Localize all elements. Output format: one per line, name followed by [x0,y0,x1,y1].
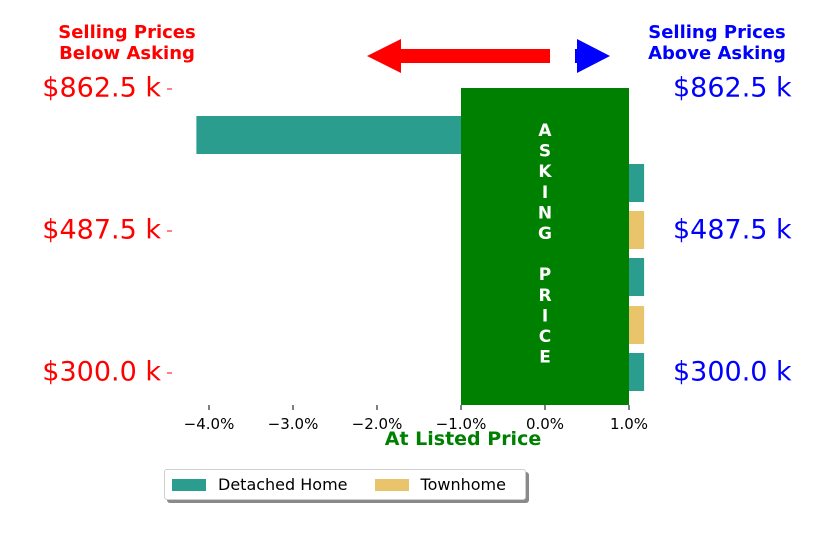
band-letter-2: K [538,162,552,182]
y-tick-label-left-1: $487.5 k [42,215,161,246]
x-tick-label-1: −3.0% [268,415,319,433]
y-tick-label-right-1: $487.5 k [673,215,792,246]
legend-swatch-detached [172,478,206,491]
legend-label-detached: Detached Home [218,475,348,494]
band-letter-3: I [542,183,548,203]
left-arrow-icon [367,39,550,73]
legend-swatch-townhome [374,478,409,491]
band-letter-0: A [538,121,552,141]
y-tick-label-left-0: $862.5 k [42,73,161,104]
x-tick-label-5: 1.0% [610,415,648,433]
y-tick-label-left-2: $300.0 k [42,357,161,388]
legend-item-townhome: Townhome [368,475,506,494]
x-tick-label-0: −4.0% [184,415,235,433]
band-letter-8: R [538,286,551,306]
y-tick-label-right-0: $862.5 k [673,73,792,104]
band-letter-11: E [539,348,551,368]
x-axis-label: At Listed Price [385,428,541,450]
header-left-line-0: Selling Prices [58,22,195,43]
header-left-line-1: Below Asking [59,43,195,64]
x-tick-label-4: 0.0% [526,415,564,433]
band-letter-4: N [538,203,552,223]
legend-item-detached: Detached Home [165,475,348,494]
asking-price-band [461,88,629,405]
band-letter-10: C [539,327,551,347]
band-letter-9: I [542,306,548,326]
header-right-line-1: Above Asking [648,43,786,64]
band-letter-7: P [539,265,551,285]
y-tick-label-right-2: $300.0 k [673,357,792,388]
x-tick-label-3: −1.0% [436,415,487,433]
asking-band-layer [461,88,629,405]
x-tick-label-2: −2.0% [352,415,403,433]
legend-label-townhome: Townhome [420,475,506,494]
band-letter-1: S [539,142,551,162]
header-right-line-0: Selling Prices [648,22,785,43]
right-arrow-icon [575,39,610,73]
legend: Detached Home Townhome [164,469,526,500]
band-letter-5: G [538,224,552,244]
